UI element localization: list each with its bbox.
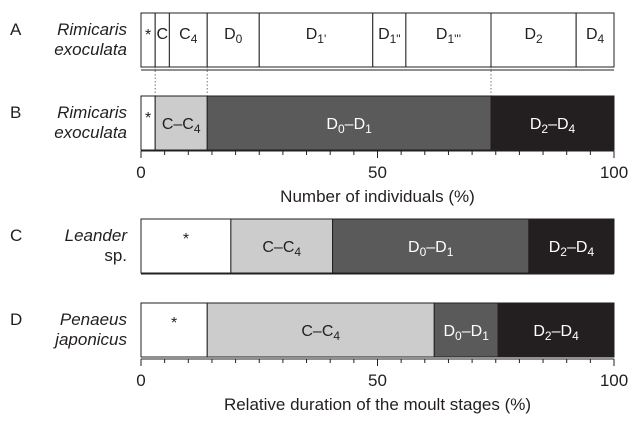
species-name-line1: Rimicaris <box>57 103 127 122</box>
segment-label: * <box>145 110 151 127</box>
bar-segment <box>490 95 615 151</box>
segment-label: C <box>157 26 169 43</box>
segment-label: * <box>183 231 189 248</box>
segment-label: D2–D4 <box>549 239 595 259</box>
x-axis-label: Number of individuals (%) <box>280 187 475 206</box>
row-letter: D <box>10 310 22 329</box>
x-tick-label: 50 <box>368 163 387 182</box>
bar-segment <box>154 95 208 151</box>
x-tick-label: 0 <box>136 371 145 390</box>
bar-segment <box>206 95 492 151</box>
bar-segment <box>528 218 615 274</box>
segment-label: D1" <box>378 26 401 46</box>
segment-label: D1' <box>306 26 327 46</box>
segment-label: * <box>171 315 177 332</box>
species-name-line1: Penaeus <box>60 310 128 329</box>
species-name-line2: japonicus <box>53 330 127 349</box>
segment-label: D2–D4 <box>530 116 576 136</box>
x-tick-label: 0 <box>136 163 145 182</box>
segment-label: D2 <box>524 26 543 46</box>
bar-segment <box>258 12 374 68</box>
segment-label: D0–D1 <box>443 323 489 343</box>
bar-segment <box>332 218 530 274</box>
segment-label: C–C4 <box>162 116 201 136</box>
x-tick-label: 50 <box>368 371 387 390</box>
segment-label: C–C4 <box>301 323 340 343</box>
x-tick-label: 100 <box>600 163 628 182</box>
row-letter: A <box>10 20 22 39</box>
bar-segment <box>230 218 334 274</box>
segment-label: D0–D1 <box>326 116 372 136</box>
x-tick-label: 100 <box>600 371 628 390</box>
bar-segment <box>433 302 499 358</box>
segment-label: C–C4 <box>262 239 301 259</box>
bar-segment <box>490 12 577 68</box>
species-name-line1: Leander <box>65 226 129 245</box>
segment-label: D0 <box>224 26 243 46</box>
bar-segment <box>575 12 615 68</box>
segment-label: D2–D4 <box>533 323 579 343</box>
segment-label: D1''' <box>436 26 461 46</box>
segment-label: D4 <box>586 26 605 46</box>
bar-segment <box>140 218 232 274</box>
bar-segment <box>497 302 615 358</box>
segment-label: D0–D1 <box>408 239 454 259</box>
row-letter: B <box>10 103 21 122</box>
species-name-line2: exoculata <box>54 40 127 59</box>
species-name-line1: Rimicaris <box>57 20 127 39</box>
bar-segment <box>206 12 260 68</box>
segment-label: C4 <box>179 26 198 46</box>
bar-segment <box>168 12 208 68</box>
species-name-line2: sp. <box>104 246 127 265</box>
x-axis-label: Relative duration of the moult stages (%… <box>224 395 531 414</box>
bar-segment <box>405 12 492 68</box>
species-name-line2: exoculata <box>54 123 127 142</box>
row-letter: C <box>10 226 22 245</box>
bar-segment <box>140 302 208 358</box>
segment-label: * <box>145 27 151 44</box>
